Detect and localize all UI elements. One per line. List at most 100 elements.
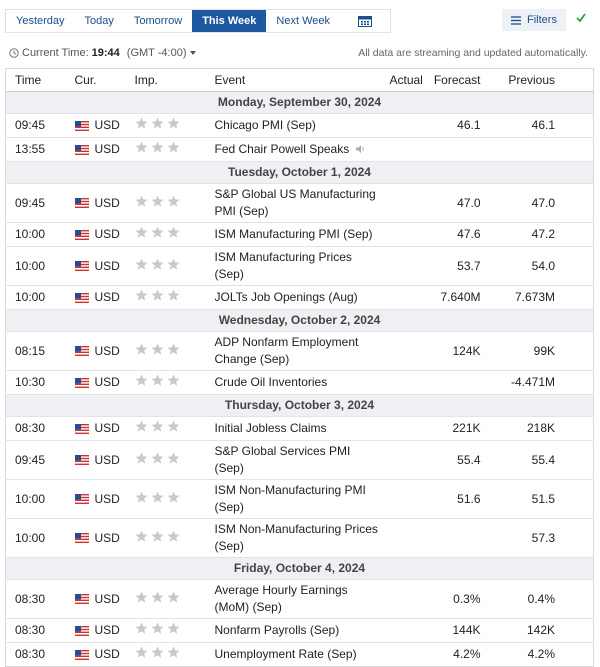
importance bbox=[125, 285, 206, 310]
event-cell: S&P Global US Manufacturing PMI (Sep) bbox=[205, 183, 381, 223]
date: Friday, October 4, 2024 bbox=[5, 557, 594, 580]
calendar-button[interactable] bbox=[340, 10, 390, 32]
tab[interactable]: Next Week bbox=[276, 15, 330, 27]
currency-cell: USD bbox=[65, 579, 126, 619]
actual bbox=[380, 416, 431, 441]
previous: 99K bbox=[488, 331, 594, 371]
actual bbox=[380, 246, 431, 286]
us-flag bbox=[74, 649, 89, 660]
event-row[interactable]: 10:00 USD ISM Non-Manufacturing PMI (Sep) 5… bbox=[5, 479, 594, 519]
currency: USD bbox=[74, 530, 126, 547]
currency: USD bbox=[74, 343, 126, 360]
forecast: 47.6 bbox=[430, 222, 489, 247]
previous: 57.3 bbox=[488, 518, 594, 558]
currency: USD bbox=[74, 646, 126, 663]
event-row[interactable]: 08:30 USD Nonfarm Payrolls (Sep) 144K 142K bbox=[5, 618, 594, 643]
event-cell: ADP Nonfarm Employment Change (Sep) bbox=[205, 331, 381, 371]
event-row[interactable]: 10:00 USD ISM Manufacturing PMI (Sep) 47.6 4… bbox=[5, 222, 594, 247]
currency: USD bbox=[74, 622, 126, 639]
currency-code: USD bbox=[94, 343, 120, 358]
tab[interactable]: This Week bbox=[192, 10, 267, 32]
us-flag bbox=[74, 455, 89, 465]
event-cell: Average Hourly Earnings (MoM) (Sep) bbox=[205, 579, 381, 619]
star bbox=[135, 374, 147, 386]
currency-cell: USD bbox=[65, 137, 126, 162]
actual bbox=[380, 222, 431, 247]
currency: USD bbox=[74, 141, 126, 158]
column-header: Cur. bbox=[65, 68, 126, 92]
currency-code: USD bbox=[94, 195, 120, 210]
event-row[interactable]: 09:45 USD S&P Global US Manufacturing PMI … bbox=[5, 183, 594, 223]
event-row[interactable]: 09:45 USD S&P Global Services PMI (Sep) 55.… bbox=[5, 440, 594, 480]
star bbox=[151, 226, 163, 238]
time: 09:45 bbox=[5, 440, 66, 480]
tab[interactable]: Today bbox=[84, 15, 114, 27]
event: ISM Manufacturing Prices (Sep) bbox=[214, 250, 352, 281]
star bbox=[135, 591, 147, 603]
event-row[interactable]: 09:45 USD Chicago PMI (Sep) 46.1 46.1 bbox=[5, 113, 594, 138]
star bbox=[135, 195, 147, 207]
column-header: Previous bbox=[488, 68, 594, 92]
timezone[interactable]: (GMT -4:00) bbox=[126, 47, 187, 59]
currency-code: USD bbox=[94, 452, 120, 467]
previous: 218K bbox=[488, 416, 594, 441]
star bbox=[151, 530, 163, 542]
star bbox=[167, 374, 179, 386]
star bbox=[167, 530, 179, 542]
previous: 51.5 bbox=[488, 479, 594, 519]
event-row[interactable]: 08:30 USD Unemployment Rate (Sep) 4.2% 4.2% bbox=[5, 642, 594, 667]
currency-cell: USD bbox=[65, 618, 126, 643]
star bbox=[135, 289, 147, 301]
us-flag bbox=[74, 346, 89, 356]
event-row[interactable]: 08:30 USD Average Hourly Earnings (MoM) (S… bbox=[5, 579, 594, 619]
forecast: 55.4 bbox=[430, 440, 489, 480]
star bbox=[135, 226, 147, 238]
event-row[interactable]: 10:00 USD ISM Manufacturing Prices (Sep) 53… bbox=[5, 246, 594, 286]
event: Average Hourly Earnings (MoM) (Sep) bbox=[214, 583, 348, 614]
event-row[interactable]: 08:30 USD Initial Jobless Claims 221K 218K bbox=[5, 416, 594, 441]
previous: 142K bbox=[488, 618, 594, 643]
tab[interactable]: Tomorrow bbox=[133, 15, 183, 27]
currency-code: USD bbox=[94, 227, 120, 241]
event: Fed Chair Powell Speaks bbox=[214, 142, 350, 156]
event-row[interactable]: 13:55 USD Fed Chair Powell Speaks bbox=[5, 137, 594, 162]
event-row[interactable]: 10:00 USD ISM Non-Manufacturing Prices (Se… bbox=[5, 518, 594, 558]
star bbox=[151, 646, 163, 658]
forecast: 221K bbox=[430, 416, 489, 441]
event-row[interactable]: 10:30 USD Crude Oil Inventories -4.471M bbox=[5, 370, 594, 395]
importance bbox=[125, 331, 206, 371]
previous: -4.471M bbox=[488, 370, 594, 395]
star bbox=[151, 452, 163, 464]
forecast: 124K bbox=[430, 331, 489, 371]
event-cell: ISM Manufacturing Prices (Sep) bbox=[205, 246, 381, 286]
column-header: Time bbox=[5, 68, 66, 92]
currency: USD bbox=[74, 195, 126, 212]
actual bbox=[380, 440, 431, 480]
tab-bar: Yesterday Today Tomorrow This Week Next Week bbox=[5, 9, 391, 33]
filters-button[interactable]: Filters bbox=[502, 9, 566, 31]
event-row[interactable]: 10:00 USD JOLTs Job Openings (Aug) 7.640M 7.… bbox=[5, 285, 594, 310]
currency: USD bbox=[74, 117, 126, 134]
forecast: 47.0 bbox=[430, 183, 489, 223]
currency: USD bbox=[74, 374, 126, 391]
calendar-table: Time Cur. Imp. Event Actual Forecast Previous … bbox=[5, 68, 594, 667]
event-row[interactable]: 08:15 USD ADP Nonfarm Employment Change (S… bbox=[5, 331, 594, 371]
importance bbox=[125, 440, 206, 480]
event-cell: ISM Non-Manufacturing Prices (Sep) bbox=[205, 518, 381, 558]
us-flag bbox=[74, 625, 89, 636]
tab[interactable]: Yesterday bbox=[16, 15, 65, 27]
previous: 0.4% bbox=[488, 579, 594, 619]
event-cell: Fed Chair Powell Speaks bbox=[205, 137, 381, 162]
forecast: 144K bbox=[430, 618, 489, 643]
event: ISM Non-Manufacturing PMI (Sep) bbox=[214, 483, 366, 514]
star bbox=[167, 591, 179, 603]
actual bbox=[380, 518, 431, 558]
actual bbox=[380, 137, 431, 162]
star bbox=[151, 141, 163, 153]
event-cell: Nonfarm Payrolls (Sep) bbox=[205, 618, 381, 643]
us-flag bbox=[74, 377, 89, 388]
importance bbox=[125, 479, 206, 519]
time: 10:00 bbox=[5, 285, 66, 310]
importance bbox=[125, 642, 206, 667]
date-row: Wednesday, October 2, 2024 bbox=[5, 309, 594, 332]
